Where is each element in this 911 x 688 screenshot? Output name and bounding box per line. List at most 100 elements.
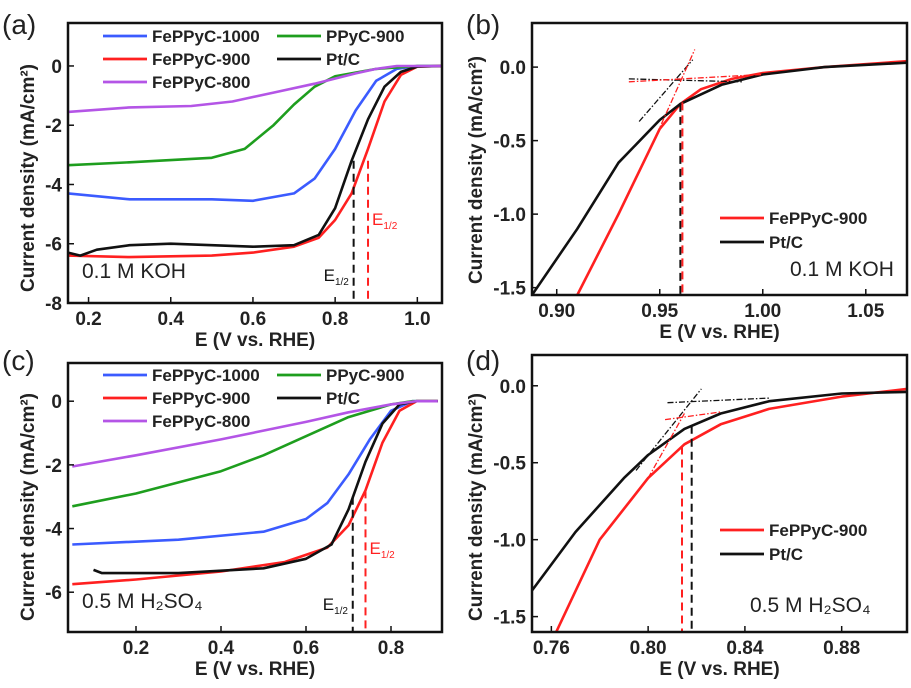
x-axis-label: E (V vs. RHE) — [195, 330, 315, 351]
e-half-label: E1/2 — [324, 266, 350, 288]
y-tick-label: -1.0 — [493, 531, 526, 552]
series-line-feppyc-900 — [68, 64, 442, 259]
e-half-label: E1/2 — [372, 210, 398, 232]
tangent-line — [628, 73, 763, 83]
x-tick-label: 0.6 — [293, 638, 319, 659]
y-tick-label: 0.0 — [500, 377, 526, 398]
legend: FePPyC-900 Pt/C — [720, 209, 867, 252]
series-line-pt-c — [532, 390, 907, 592]
series-line-feppyc-800 — [68, 64, 442, 114]
x-tick-label: 1.05 — [847, 301, 884, 322]
y-tick-label: -4 — [45, 520, 62, 541]
legend-entry: Pt/C — [769, 545, 803, 564]
series-line-ppyc-900 — [72, 399, 438, 508]
legend-entry: FePPyC-900 — [152, 50, 250, 69]
x-tick-label: 0.4 — [208, 638, 235, 659]
y-axis-label: Current density (mA/cm²) — [18, 393, 39, 621]
legend-entry: PPyC-900 — [326, 366, 404, 385]
series-line-feppyc-1000 — [72, 399, 438, 546]
legend: FePPyC-900 Pt/C — [720, 521, 867, 564]
e-half-label: E1/2 — [323, 595, 349, 617]
panel-label: (c) — [2, 345, 35, 376]
electrolyte-annotation: 0.1 M KOH — [790, 258, 894, 281]
y-tick-label: -1.0 — [493, 205, 526, 226]
x-tick-label: 0.90 — [538, 301, 575, 322]
y-tick-label: -8 — [45, 294, 62, 315]
e-half-label-main: E — [323, 595, 334, 614]
e-half-label-sub: 1/2 — [334, 606, 348, 617]
plot-frame — [66, 21, 444, 305]
e-half-label: E1/2 — [370, 539, 396, 561]
series-line-pt-c — [93, 399, 438, 575]
y-tick-label: 0.0 — [500, 58, 526, 79]
panel-label: (d) — [466, 345, 500, 376]
y-tick-label: -2 — [45, 456, 62, 477]
panel-d: 0.76 0.80 0.84 0.88 -1.5 -1.0 -0.5 0.0 E (V vs. … — [466, 345, 909, 680]
x-tick-label: 0.4 — [158, 309, 185, 330]
legend-entry: PPyC-900 — [326, 27, 404, 46]
x-tick-label: 1.00 — [744, 301, 781, 322]
panel-c: E1/2E1/20.2 0.4 0.6 0.8-6-4-20E (V vs. RHE)… — [2, 345, 444, 680]
panel-label: (b) — [466, 9, 500, 40]
y-tick-label: -0.5 — [493, 132, 526, 153]
e-half-label-sub: 1/2 — [381, 550, 395, 561]
legend-entry: FePPyC-900 — [769, 209, 867, 228]
x-tick-label: 0.88 — [823, 638, 860, 659]
tangent-line — [647, 413, 685, 479]
plot-area — [68, 64, 442, 303]
e-half-label-sub: 1/2 — [383, 221, 397, 232]
electrolyte-annotation: 0.1 M KOH — [82, 260, 186, 283]
x-axis-label: E (V vs. RHE) — [659, 322, 779, 343]
y-tick-label: -1.5 — [493, 608, 526, 629]
e-half-label-main: E — [370, 539, 381, 558]
y-tick-label: -2 — [45, 116, 62, 137]
plot-frame — [66, 361, 444, 634]
legend-entry: FePPyC-900 — [769, 521, 867, 540]
plot-frame — [530, 353, 909, 634]
legend-entry: Pt/C — [769, 233, 803, 252]
electrolyte-annotation: 0.5 M H₂SO₄ — [82, 590, 203, 613]
x-tick-label: 0.80 — [630, 638, 667, 659]
plot-frame — [530, 21, 909, 297]
panel-label: (a) — [2, 9, 36, 40]
y-tick-label: -1.5 — [493, 279, 526, 300]
e-half-label-main: E — [372, 210, 383, 229]
x-tick-label: 1.0 — [404, 309, 430, 330]
legend-entry: FePPyC-1000 — [152, 27, 260, 46]
tangent-line — [667, 397, 770, 404]
y-tick-label: 0 — [51, 392, 62, 413]
legend-entry: Pt/C — [326, 389, 360, 408]
series-line-feppyc-900 — [555, 387, 907, 632]
panel-a: E1/2E1/20.2 0.4 0.6 0.8 1.0-8-6-4-20E (V vs.… — [2, 9, 444, 351]
series-line-pt-c — [68, 64, 442, 257]
y-tick-label: -6 — [45, 583, 62, 604]
y-tick-label: -6 — [45, 235, 62, 256]
x-tick-label: 0.95 — [641, 301, 678, 322]
electrolyte-annotation: 0.5 M H₂SO₄ — [750, 594, 871, 617]
x-tick-label: 0.2 — [75, 309, 101, 330]
x-tick-label: 0.8 — [378, 638, 404, 659]
y-axis-label: Current density (mA/cm²) — [18, 64, 39, 292]
e-half-label-sub: 1/2 — [335, 277, 349, 288]
tangent-line — [628, 78, 743, 83]
x-tick-label: 0.84 — [726, 638, 763, 659]
x-axis-label: E (V vs. RHE) — [195, 659, 315, 680]
legend-entry: FePPyC-800 — [152, 412, 250, 431]
e-half-label-main: E — [324, 266, 335, 285]
y-axis-label: Current density (mA/cm²) — [466, 56, 487, 284]
plot-area — [532, 49, 907, 295]
legend: FePPyC-1000 PPyC-900 FePPyC-900 Pt/C FePPyC-… — [103, 366, 404, 431]
tangent-line — [664, 411, 721, 421]
x-tick-label: 0.6 — [240, 309, 266, 330]
series-line-feppyc-900 — [72, 399, 438, 586]
y-tick-label: 0 — [51, 57, 62, 78]
tangent-line — [635, 388, 702, 471]
x-axis-label: E (V vs. RHE) — [659, 659, 779, 680]
tangent-line — [638, 59, 694, 122]
legend-entry: FePPyC-900 — [152, 389, 250, 408]
x-tick-label: 0.8 — [322, 309, 348, 330]
legend-entry: FePPyC-1000 — [152, 366, 260, 385]
x-tick-label: 0.76 — [533, 638, 570, 659]
series-line-feppyc-800 — [72, 399, 438, 468]
